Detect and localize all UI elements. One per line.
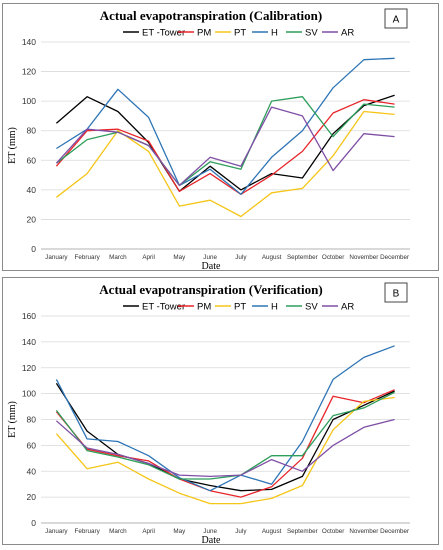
- chart0-series-line-pm: [55, 99, 395, 195]
- chart1-ytick-label: 140: [22, 337, 36, 347]
- chart1-ytick-label: 100: [22, 389, 36, 399]
- chart0-title: Actual evapotranspiration (Calibration): [100, 8, 322, 23]
- chart0-xtick-label: February: [75, 254, 101, 261]
- chart1-series-line-h: [55, 345, 395, 492]
- chart0-legend-label: AR: [341, 28, 354, 39]
- chart1-series-line-pm: [55, 389, 395, 498]
- chart0-label-box: [384, 8, 408, 29]
- chart1-legend-label: PM: [197, 302, 211, 313]
- chart1-label: B: [393, 289, 400, 300]
- chart0-series-line-h: [56, 57, 395, 195]
- chart1-legend-label: ET -Tower: [142, 302, 185, 313]
- chart0-legend-label: SV: [305, 28, 318, 39]
- chart0-series-line-ar: [55, 106, 395, 187]
- chart0-legend-label: PT: [234, 28, 246, 39]
- chart0-xtick-label: September: [287, 254, 318, 261]
- chart0-xtick-label: April: [142, 254, 155, 261]
- chart0-ytick-label: 80: [27, 126, 37, 136]
- chart0-xlabel: Date: [202, 261, 221, 270]
- chart1-xtick-label: October: [322, 528, 344, 535]
- chart0-ytick-label: 100: [22, 96, 36, 106]
- chart0-ylabel: ET (mm): [7, 127, 18, 164]
- chart0-ytick-label: 120: [22, 67, 36, 77]
- chart1-series-line-ar: [55, 418, 395, 478]
- chart0-ytick-label: 40: [27, 185, 37, 195]
- chart1-legend-label: PT: [234, 302, 246, 313]
- chart1-legend-label: AR: [341, 302, 354, 313]
- chart1-xtick-label: April: [142, 528, 155, 535]
- chart0-xtick-label: May: [173, 254, 186, 261]
- chart0-ytick-label: 60: [27, 155, 37, 165]
- chart1-xlabel: Date: [202, 535, 221, 544]
- chart1-xtick-label: May: [173, 528, 186, 535]
- chart0-legend-label: PM: [197, 28, 211, 39]
- chart1-series-line-sv: [55, 391, 395, 480]
- chart1-legend-label: H: [271, 302, 278, 313]
- chart1-ytick-label: 160: [22, 311, 36, 321]
- chart-calibration: Actual evapotranspiration (Calibration) A…: [7, 8, 410, 270]
- chart1-series-line-et-tower: [55, 382, 395, 492]
- chart1-ytick-label: 60: [27, 440, 37, 450]
- chart1-ytick-label: 20: [27, 492, 37, 502]
- chart0-ytick-label: 0: [31, 244, 36, 254]
- chart0-xtick-label: August: [262, 254, 282, 261]
- chart1-xtick-label: June: [203, 528, 217, 535]
- chart-verification: Actual evapotranspiration (Verification)…: [7, 282, 410, 544]
- chart1-ytick-label: 120: [22, 363, 36, 373]
- chart1-xtick-label: December: [380, 528, 409, 535]
- chart-panel-calibration: Actual evapotranspiration (Calibration) A…: [2, 3, 439, 271]
- chart1-series-line-pt: [55, 396, 395, 505]
- chart1-xtick-label: July: [235, 528, 247, 535]
- chart1-xtick-label: November: [349, 528, 378, 535]
- chart0-xtick-label: December: [380, 254, 409, 261]
- chart1-xtick-label: September: [287, 528, 318, 535]
- chart0-xtick-label: November: [349, 254, 378, 261]
- chart0-series-line-et-tower: [55, 94, 395, 192]
- chart0-series-line-pt: [56, 110, 395, 218]
- chart0-xtick-label: January: [45, 254, 68, 261]
- chart1-title: Actual evapotranspiration (Verification): [99, 282, 322, 297]
- chart0-xtick-label: July: [235, 254, 247, 261]
- chart1-ytick-label: 40: [27, 466, 37, 476]
- chart1-ytick-label: 80: [27, 415, 37, 425]
- chart1-xtick-label: February: [75, 528, 101, 535]
- chart0-series-line-sv: [56, 96, 395, 187]
- chart0-label: A: [393, 15, 400, 26]
- chart0-ytick-label: 140: [22, 37, 36, 47]
- chart0-legend-label: ET -Tower: [142, 28, 185, 39]
- chart1-label-box: [384, 282, 408, 303]
- chart0-ytick-label: 20: [27, 214, 37, 224]
- chart0-xtick-label: October: [322, 254, 344, 261]
- chart0-xtick-label: March: [109, 254, 127, 261]
- chart0-xtick-label: June: [203, 254, 217, 261]
- chart1-xtick-label: March: [109, 528, 127, 535]
- chart0-legend-label: H: [271, 28, 278, 39]
- chart1-legend-label: SV: [305, 302, 318, 313]
- chart1-ytick-label: 0: [31, 518, 36, 528]
- chart1-xtick-label: January: [45, 528, 68, 535]
- chart1-ylabel: ET (mm): [7, 401, 18, 438]
- chart1-xtick-label: August: [262, 528, 282, 535]
- chart-panel-verification: Actual evapotranspiration (Verification)…: [2, 277, 439, 545]
